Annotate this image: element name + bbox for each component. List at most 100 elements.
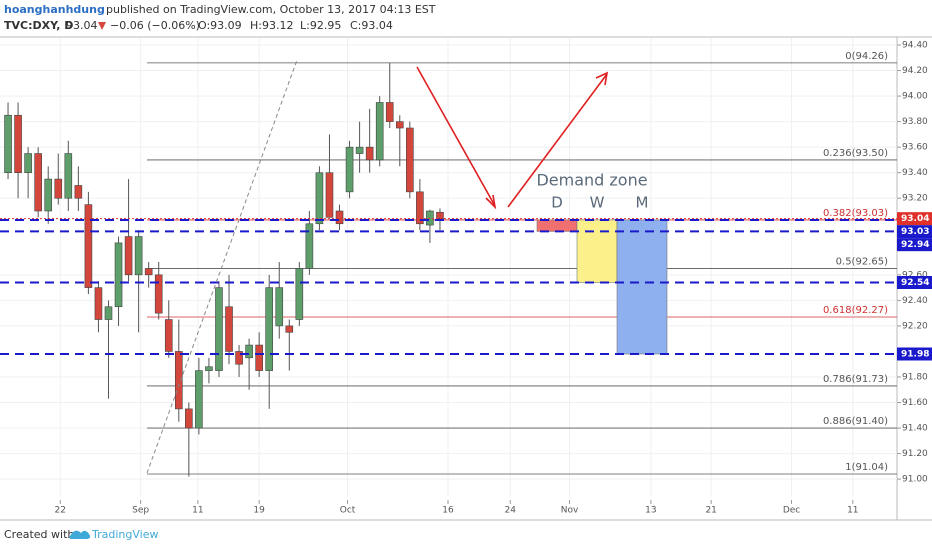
fib-label: 0.618(92.27) <box>823 305 888 316</box>
y-tick-label: 91.60 <box>902 398 928 408</box>
candle-body <box>104 306 113 320</box>
y-tick-label: 93.40 <box>902 168 928 178</box>
candle-body <box>185 408 193 429</box>
symbol: TVC:DXY, D <box>4 19 73 32</box>
candle-body <box>385 102 394 122</box>
candle-body <box>426 210 434 226</box>
y-tick-label: 93.20 <box>902 194 928 204</box>
fib-label: 0.236(93.50) <box>823 148 888 159</box>
candle-body <box>245 344 253 359</box>
y-tick-label: 92.20 <box>902 321 928 331</box>
x-tick-label: Dec <box>783 506 800 516</box>
candle-body <box>305 223 314 269</box>
x-tick-label: 19 <box>253 506 265 516</box>
candle-body <box>174 351 183 410</box>
fib-label: 1(91.04) <box>845 462 888 473</box>
demand-zone <box>536 219 578 232</box>
x-tick-label: Sep <box>132 506 149 516</box>
fib-label: 0.5(92.65) <box>836 256 888 267</box>
author[interactable]: hoanghanhdung <box>4 3 105 16</box>
candle-body <box>44 178 53 212</box>
price-label-box <box>897 276 932 290</box>
brand[interactable]: TradingView <box>91 528 158 541</box>
candle-body <box>436 211 444 219</box>
candle-body <box>215 287 223 371</box>
created-with: Created with <box>4 528 74 541</box>
y-tick-label: 93.60 <box>902 143 928 153</box>
published: published on TradingView.com, October 13… <box>106 3 436 16</box>
y-tick-label: 93.80 <box>902 117 928 127</box>
x-tick-label: 22 <box>55 506 66 516</box>
candle-body <box>195 370 203 429</box>
y-tick-label: 91.20 <box>902 449 928 459</box>
y-tick-label: 92.40 <box>902 296 928 306</box>
close: C:93.04 <box>350 19 393 32</box>
price-label: 92.94 <box>901 240 929 250</box>
y-tick-label: 94.00 <box>902 92 928 102</box>
candle-body <box>64 153 73 199</box>
candle-body <box>4 114 12 173</box>
zone-label: D <box>551 194 563 212</box>
candle-body <box>355 146 364 154</box>
candle-body <box>24 153 32 173</box>
zone-label: W <box>590 194 605 212</box>
x-tick-label: 13 <box>645 506 656 516</box>
candle-body <box>416 191 424 225</box>
candle-body <box>265 287 274 371</box>
change: −0.06 (−0.06%) <box>110 19 200 32</box>
zone-label: M <box>636 194 649 212</box>
plot: 0(94.26) 0.236(93.50) 0.382(93.03) 0.5(92.6… <box>0 51 897 477</box>
fib-label: 0(94.26) <box>845 51 888 62</box>
arrows <box>416 66 609 210</box>
demand-zone <box>616 219 668 355</box>
candle-body <box>255 344 263 371</box>
x-tick-label: 16 <box>442 506 454 516</box>
candle-body <box>395 121 404 129</box>
price-label-box <box>897 238 932 252</box>
last: 93.04 <box>66 19 98 32</box>
y-tick-label: 94.20 <box>902 66 928 76</box>
logo[interactable] <box>69 530 91 539</box>
candle-body <box>335 210 344 225</box>
y-tick-label: 91.80 <box>902 372 928 382</box>
fib-trend-line <box>146 59 298 474</box>
x-tick-label: Nov <box>561 506 579 516</box>
candle-body <box>406 127 414 193</box>
candle-body <box>365 146 374 161</box>
down-arrow <box>98 22 106 30</box>
candle-body <box>345 146 354 193</box>
fib-label: 0.886(91.40) <box>823 416 888 427</box>
price-label: 92.54 <box>901 278 929 288</box>
candle-body <box>164 319 173 352</box>
candle-body <box>275 287 284 327</box>
candle-body <box>94 287 103 320</box>
candle-body <box>225 306 233 352</box>
price-label-box <box>897 225 932 239</box>
price-label-box <box>897 212 932 226</box>
x-tick-label: 11 <box>192 506 203 516</box>
open: O:93.09 <box>198 19 242 32</box>
candle-body <box>54 178 63 199</box>
price-label: 93.04 <box>901 214 929 224</box>
candle-body <box>325 172 334 218</box>
candle-body <box>14 114 22 173</box>
demand-zone <box>576 219 618 283</box>
candle-body <box>205 366 213 371</box>
y-tick-label: 92.60 <box>902 270 928 280</box>
candle-body <box>34 153 42 212</box>
high: H:93.12 <box>250 19 293 32</box>
candle-body <box>84 204 93 288</box>
candle-body <box>144 268 153 276</box>
candle-body <box>74 185 83 199</box>
x-tick-label: 11 <box>847 506 858 516</box>
candle-body <box>124 236 133 276</box>
low: L:92.95 <box>300 19 341 32</box>
y-tick-label: 91.00 <box>902 475 928 485</box>
fib-label: 0.786(91.73) <box>823 374 888 385</box>
zone-title: Demand zone <box>536 171 647 190</box>
price-label: 93.03 <box>901 227 929 237</box>
candle-body <box>154 274 163 314</box>
x-tick-label: 21 <box>705 506 716 516</box>
